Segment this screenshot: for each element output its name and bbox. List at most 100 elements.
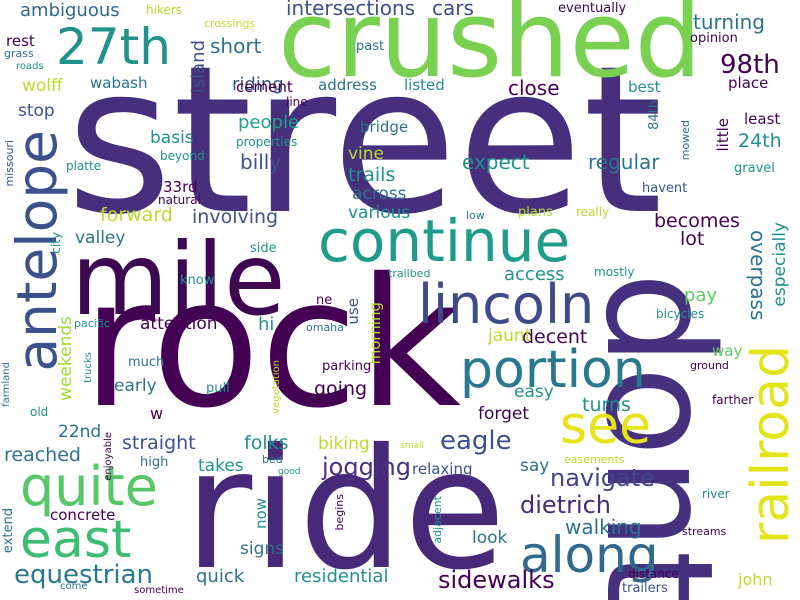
word-overpass: overpass — [748, 230, 768, 320]
word-involving: involving — [192, 208, 278, 227]
word-lincoln: lincoln — [418, 278, 594, 332]
word-basis: basis — [150, 130, 194, 147]
word-hi: hi — [258, 316, 274, 334]
word-side: side — [250, 242, 277, 255]
word-jogging: jogging — [322, 455, 411, 479]
word-eagle: eagle — [440, 428, 512, 454]
word-billy: billy — [240, 152, 281, 172]
word-navigate: navigate — [550, 466, 655, 490]
word-high: high — [140, 456, 168, 469]
word-come: come — [60, 582, 88, 592]
word-stop: stop — [18, 103, 55, 120]
word-listed: listed — [404, 78, 445, 93]
word-pull: pull — [206, 382, 230, 395]
word-vegetation: vegetation — [272, 360, 282, 414]
word-trailbed: trailbed — [388, 268, 430, 279]
word-much: much — [128, 356, 164, 369]
word-dietrich: dietrich — [520, 493, 611, 517]
word-past: past — [356, 40, 384, 53]
word-missouri: missouri — [4, 140, 15, 187]
word-various: various — [348, 205, 410, 222]
word-wabash: wabash — [90, 76, 148, 91]
word-morning: morning — [368, 302, 383, 364]
word-crossings: crossings — [204, 18, 255, 29]
word-forward: forward — [100, 206, 173, 225]
word-good: good — [278, 468, 300, 477]
word-plans: plans — [518, 206, 553, 219]
word-railroad: railroad — [745, 345, 797, 544]
word-bed: bed — [262, 454, 283, 465]
word-reached: reached — [4, 446, 81, 465]
word-quick: quick — [196, 568, 244, 586]
word-gravel: gravel — [734, 162, 775, 175]
word-beyond: beyond — [160, 150, 205, 162]
word-small: small — [400, 442, 424, 451]
word-pay: pay — [684, 287, 717, 305]
word-walking: walking — [565, 517, 642, 537]
word-bicycles: bicycles — [656, 308, 704, 320]
word-short: short — [210, 36, 261, 56]
word-forget: forget — [478, 406, 529, 423]
word-old: old — [30, 406, 48, 418]
word-regular: regular — [588, 152, 660, 172]
word-hikers: hikers — [146, 4, 182, 16]
word-way: way — [712, 344, 742, 359]
word-easy: easy — [514, 384, 554, 401]
word-signs: signs — [240, 541, 284, 558]
word-concrete: concrete — [50, 508, 115, 523]
word-22nd: 22nd — [58, 424, 101, 441]
word-enjoyable: enjoyable — [104, 432, 114, 481]
word-omaha: omaha — [306, 322, 344, 333]
word-trucks: trucks — [84, 352, 94, 383]
word-jaunt: jaunt — [488, 328, 531, 345]
word-low: low — [466, 210, 485, 221]
word-relaxing: relaxing — [412, 462, 473, 477]
word-use: use — [346, 298, 361, 325]
word-cars: cars — [432, 0, 474, 18]
word-valley: valley — [75, 230, 125, 247]
word-across: across — [352, 186, 407, 203]
word-takes: takes — [198, 458, 244, 475]
word-early: early — [114, 378, 157, 395]
word-address: address — [318, 78, 377, 93]
word-close: close — [508, 78, 560, 98]
word-distance: distance — [628, 568, 679, 580]
word-trails: trails — [348, 166, 395, 185]
word-biking: biking — [318, 436, 370, 453]
word-say: say — [520, 458, 549, 475]
word-pacific: pacific — [74, 318, 110, 329]
word-line: line — [286, 96, 308, 108]
word-vine: vine — [348, 146, 384, 163]
word-24th: 24th — [738, 132, 782, 151]
word-john: john — [738, 572, 773, 588]
word-going: going — [314, 380, 367, 399]
word-ne: ne — [316, 294, 332, 307]
word-properties: properties — [236, 136, 297, 148]
word-natural: natural — [158, 194, 201, 206]
word-easements: easements — [564, 454, 625, 465]
word-27th: 27th — [56, 22, 171, 72]
word-farmland: farmland — [2, 362, 12, 407]
word-84th: 84th — [648, 100, 661, 130]
word-look: look — [472, 530, 507, 547]
word-grass: grass — [4, 48, 34, 59]
word-least: least — [744, 112, 780, 127]
word-really: really — [576, 206, 609, 218]
word-streams: streams — [682, 526, 726, 537]
word-cement: cement — [236, 80, 293, 95]
word-straight: straight — [122, 434, 196, 453]
word-sidewalks: sidewalks — [438, 568, 555, 592]
word-begins: begins — [334, 494, 345, 531]
word-intersections: intersections — [286, 0, 415, 18]
word-expect: expect — [462, 152, 530, 172]
word-little: little — [716, 118, 731, 152]
word-adjacent: adjacent — [432, 496, 443, 544]
word-know: know — [180, 274, 214, 287]
word-residential: residential — [294, 568, 388, 586]
word-especially: especially — [772, 222, 789, 307]
word-folks: folks — [244, 434, 289, 453]
word-lot: lot — [680, 230, 704, 249]
word-roads: roads — [16, 62, 44, 72]
word-trailers: trailers — [622, 582, 668, 595]
